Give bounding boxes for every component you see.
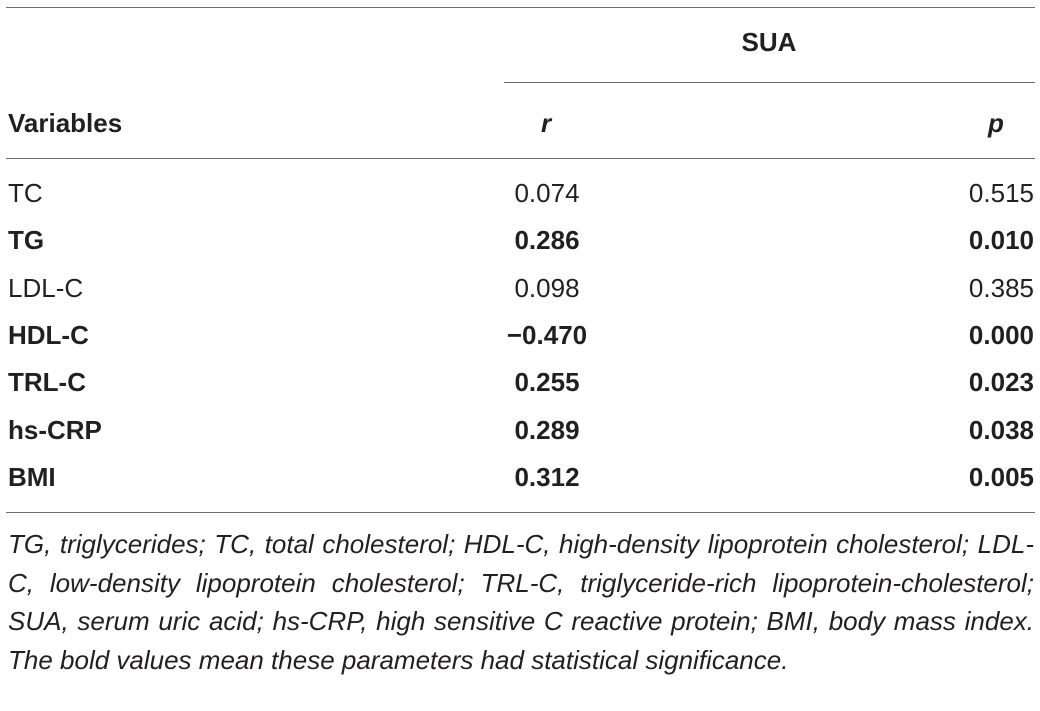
cell-p: 0.010 [968,225,1034,255]
cell-p: 0.385 [968,273,1034,303]
column-header-r: r [540,108,552,138]
cell-r: 0.098 [514,273,580,303]
column-header-p: p [988,108,1004,138]
top-rule [6,7,1035,8]
cell-p: 0.000 [968,320,1034,350]
cell-r: 0.074 [514,178,580,208]
column-header-variables: Variables [8,108,123,138]
cell-variable: LDL-C [8,273,84,303]
header-rule [6,158,1035,159]
cell-p: 0.038 [968,415,1034,445]
cell-variable: TG [8,225,45,255]
group-header-sua: SUA [741,27,797,57]
cell-variable: TC [8,178,43,208]
cell-r: 0.312 [514,462,580,492]
cell-p: 0.515 [968,178,1034,208]
bottom-rule [6,512,1035,513]
cell-r: 0.286 [514,225,580,255]
cell-r: −0.470 [506,320,588,350]
cell-r: 0.255 [514,367,580,397]
cell-variable: hs-CRP [8,415,102,445]
group-rule [504,82,1035,83]
cell-p: 0.023 [968,367,1034,397]
cell-variable: HDL-C [8,320,89,350]
cell-variable: BMI [8,462,56,492]
cell-p: 0.005 [968,462,1034,492]
table-footnote: TG, triglycerides; TC, total cholesterol… [8,529,1034,675]
cell-r: 0.289 [514,415,580,445]
cell-variable: TRL-C [8,367,86,397]
